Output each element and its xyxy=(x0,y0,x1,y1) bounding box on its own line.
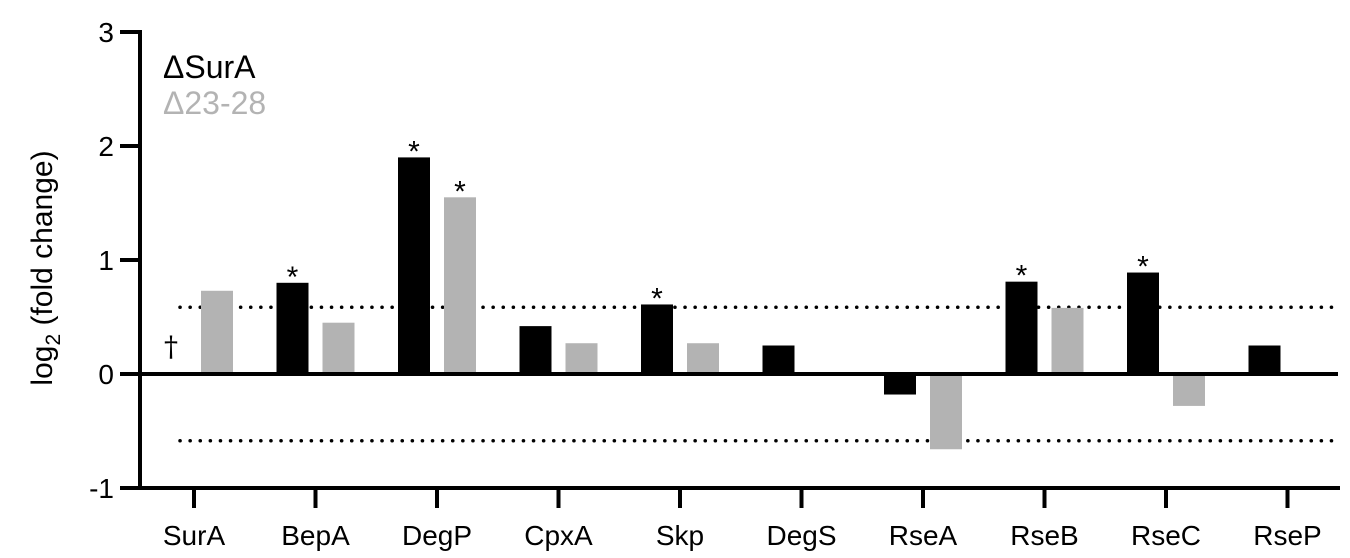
y-axis-title-main: log xyxy=(26,346,59,386)
x-tick-label: RseP xyxy=(1253,520,1321,551)
x-tick-label: BepA xyxy=(281,520,350,551)
y-axis-title-suffix: (fold change) xyxy=(26,150,59,333)
bar xyxy=(322,322,355,374)
annotation-label: † xyxy=(164,330,178,363)
y-tick-label: 2 xyxy=(98,131,114,162)
bar xyxy=(930,374,962,450)
significance-label: * xyxy=(651,282,663,315)
bar xyxy=(884,374,916,395)
legend-entry: Δ23-28 xyxy=(163,85,266,121)
significance-label: * xyxy=(408,135,420,168)
bar xyxy=(201,290,233,374)
bar xyxy=(641,304,673,374)
x-tick-label: Skp xyxy=(656,520,704,551)
significance-label: * xyxy=(1137,251,1149,284)
x-tick-label: SurA xyxy=(163,520,226,551)
significance-label: * xyxy=(454,175,466,208)
x-tick-label: DegP xyxy=(402,520,472,551)
bars xyxy=(201,157,1281,450)
legend-entry: ΔSurA xyxy=(163,49,256,85)
axes: -1 0 1 2 3 SurA BepA DegP CpxA Skp DegS RseA RseB Rse… xyxy=(89,17,1340,551)
bar xyxy=(1127,272,1159,374)
bar xyxy=(1248,345,1281,374)
y-axis-title-subscript: 2 xyxy=(42,334,65,346)
y-tick-label: 0 xyxy=(98,359,114,390)
reference-lines xyxy=(178,305,1338,443)
bar xyxy=(519,326,552,374)
x-tick-label: DegS xyxy=(766,520,836,551)
bar xyxy=(444,197,476,374)
bar xyxy=(1173,374,1205,406)
x-tick-label: RseA xyxy=(889,520,958,551)
bar xyxy=(398,157,430,374)
bar xyxy=(762,345,795,374)
x-tick-label: RseB xyxy=(1010,520,1078,551)
bar xyxy=(1051,307,1084,374)
significance-label: * xyxy=(287,261,299,294)
y-tick-label: 3 xyxy=(98,17,114,48)
significance-label: * xyxy=(1016,260,1028,293)
bar xyxy=(565,343,598,374)
x-tick-label: RseC xyxy=(1131,520,1201,551)
y-tick-label: 1 xyxy=(98,245,114,276)
labels: * * * * * * † xyxy=(164,135,1149,363)
x-tick-label: CpxA xyxy=(524,520,593,551)
bar xyxy=(276,282,309,374)
bar xyxy=(1005,281,1038,374)
y-tick-label: -1 xyxy=(89,473,114,504)
y-axis-title: log2 (fold change) xyxy=(26,150,65,385)
bar xyxy=(687,343,719,374)
